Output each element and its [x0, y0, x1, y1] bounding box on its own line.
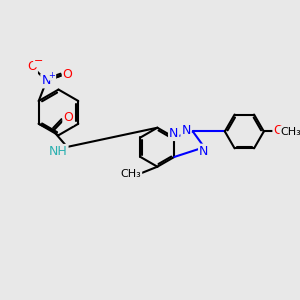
- Text: N: N: [199, 145, 208, 158]
- Text: N: N: [182, 124, 191, 137]
- Text: N: N: [41, 74, 51, 87]
- Text: O: O: [27, 61, 37, 74]
- Text: CH₃: CH₃: [121, 169, 141, 179]
- Text: O: O: [273, 124, 283, 137]
- Text: NH: NH: [49, 145, 68, 158]
- Text: N: N: [169, 127, 178, 140]
- Text: +: +: [49, 71, 56, 80]
- Text: −: −: [34, 56, 43, 66]
- Text: O: O: [63, 112, 73, 124]
- Text: O: O: [63, 68, 73, 81]
- Text: CH₃: CH₃: [280, 127, 300, 137]
